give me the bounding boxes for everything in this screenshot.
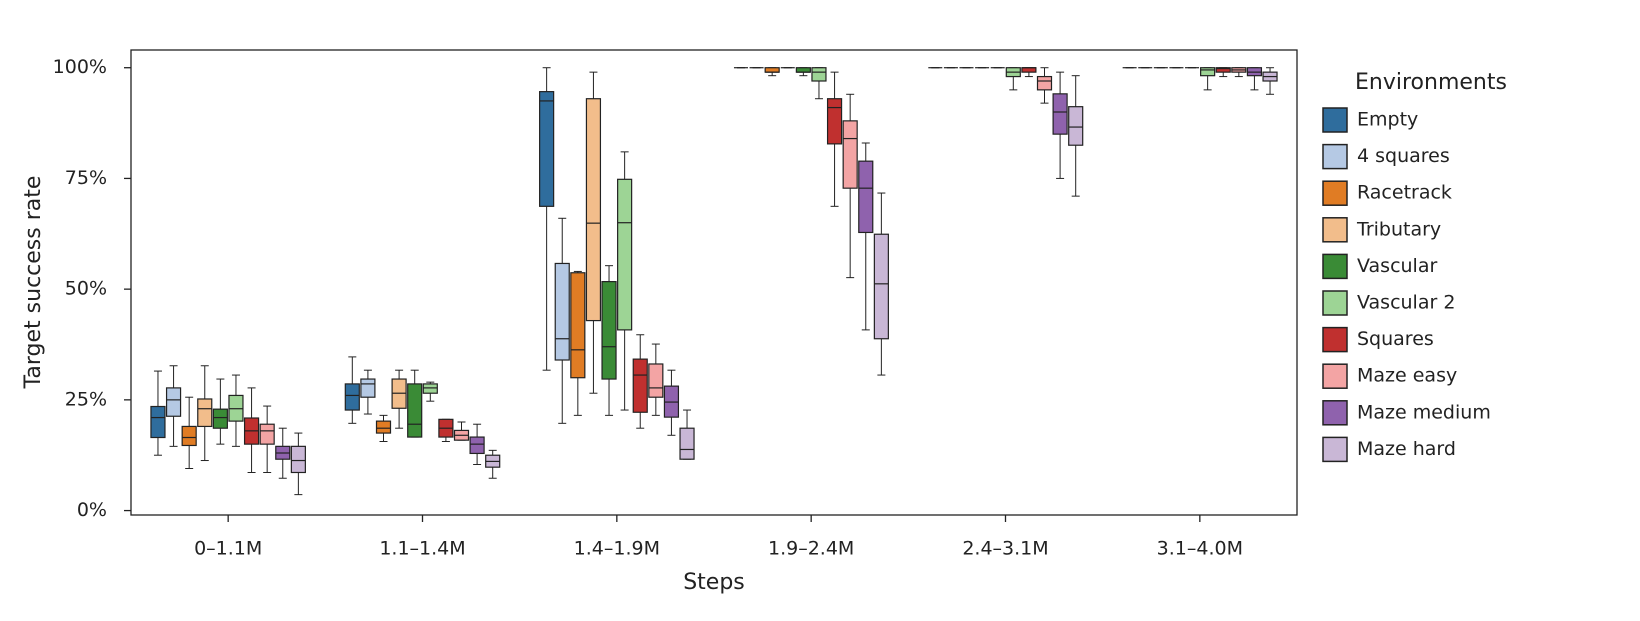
y-tick-label: 100% — [53, 56, 107, 78]
y-tick-label: 0% — [77, 499, 107, 521]
x-tick-label: 1.4–1.9M — [574, 538, 660, 560]
box — [632, 358, 648, 413]
box — [842, 120, 858, 189]
box — [679, 427, 695, 460]
box — [585, 98, 602, 322]
legend-label: 4 squares — [1357, 145, 1450, 167]
box — [407, 383, 423, 438]
box — [360, 378, 376, 398]
legend-swatch — [1322, 107, 1348, 133]
x-tick-label: 3.1–4.0M — [1157, 538, 1243, 560]
y-axis-label: Target success rate — [21, 176, 46, 390]
box — [1021, 67, 1037, 73]
legend-swatch — [1322, 253, 1348, 280]
legend-label: Tributary — [1356, 218, 1441, 240]
box — [1068, 106, 1084, 146]
legend-label: Empty — [1357, 109, 1418, 131]
legend-label: Maze easy — [1357, 365, 1457, 387]
box — [795, 67, 811, 73]
plot-frame — [130, 49, 1298, 516]
legend-label: Racetrack — [1357, 182, 1452, 204]
x-tick-label: 0–1.1M — [194, 538, 262, 560]
box — [1215, 67, 1231, 73]
box — [290, 445, 306, 474]
legend-swatch — [1322, 436, 1348, 463]
legend-swatch — [1322, 143, 1348, 170]
legend-label: Squares — [1357, 328, 1434, 350]
box — [570, 272, 586, 379]
box — [1200, 67, 1216, 77]
x-tick-label: 2.4–3.1M — [962, 538, 1048, 560]
box — [259, 423, 275, 445]
box — [469, 436, 485, 455]
legend-swatch — [1322, 217, 1348, 243]
legend-label: Maze medium — [1357, 401, 1491, 423]
box — [165, 387, 182, 417]
y-tick-label: 25% — [65, 388, 107, 410]
x-axis-label: Steps — [683, 570, 745, 595]
legend-label: Maze hard — [1357, 438, 1456, 460]
legend-label: Vascular — [1357, 255, 1437, 277]
box — [858, 160, 874, 234]
box — [181, 425, 197, 447]
legend-swatch — [1322, 363, 1348, 389]
box — [212, 408, 228, 429]
box — [1036, 75, 1053, 91]
box — [1052, 93, 1068, 135]
box — [764, 67, 780, 73]
box — [648, 363, 664, 398]
box — [811, 67, 827, 82]
box — [197, 398, 213, 428]
box — [150, 405, 166, 439]
y-tick-label: 50% — [65, 278, 107, 300]
x-tick-label: 1.9–2.4M — [768, 538, 854, 560]
box — [826, 98, 843, 145]
legend-swatch — [1322, 180, 1348, 206]
legend-title: Environments — [1355, 70, 1507, 95]
box — [422, 383, 438, 394]
box — [617, 178, 633, 331]
box — [539, 91, 555, 207]
box — [375, 420, 392, 434]
legend-swatch — [1322, 290, 1348, 316]
legend-swatch — [1322, 326, 1348, 353]
legend-label: Vascular 2 — [1357, 292, 1455, 314]
box — [344, 383, 360, 411]
box — [554, 262, 570, 361]
y-tick-label: 75% — [65, 167, 107, 189]
x-tick-label: 1.1–1.4M — [379, 538, 465, 560]
box — [601, 281, 617, 380]
box — [873, 233, 889, 340]
legend-swatch — [1322, 400, 1348, 426]
